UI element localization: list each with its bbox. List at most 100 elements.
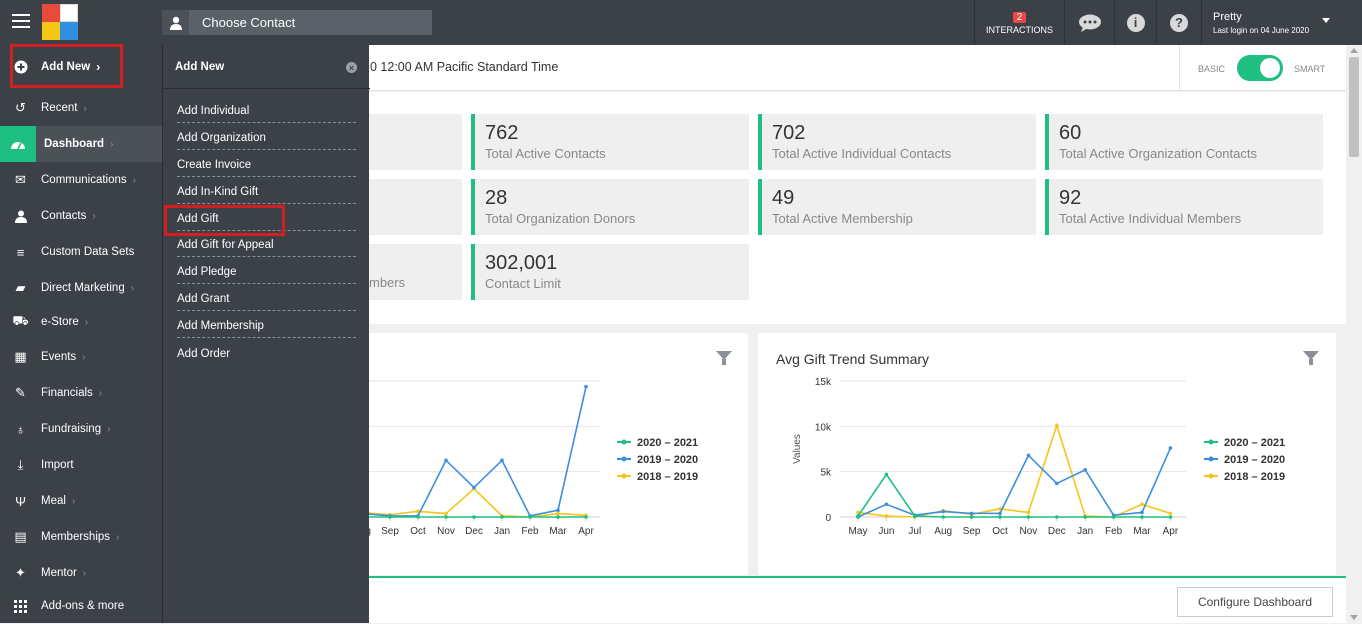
flyout-item-add-organization[interactable]: Add Organization xyxy=(177,124,356,150)
configure-dashboard-button[interactable]: Configure Dashboard xyxy=(1177,587,1333,617)
sidebar-item-add-ons[interactable]: Add-ons & more xyxy=(0,588,162,624)
caret-down-icon[interactable] xyxy=(1322,18,1330,23)
help-button[interactable]: ? xyxy=(1156,0,1201,45)
filter-icon[interactable] xyxy=(716,351,732,365)
data-point xyxy=(1083,515,1087,519)
x-tick-label: Feb xyxy=(1105,526,1123,537)
flyout-item-add-in-kind-gift[interactable]: Add In-Kind Gift xyxy=(177,178,356,204)
y-tick-label: 5k xyxy=(820,468,832,479)
user-info[interactable]: Pretty Last login on 04 June 2020 xyxy=(1213,11,1309,35)
chat-button[interactable] xyxy=(1064,0,1114,45)
data-point xyxy=(998,511,1002,516)
sidebar-item-add-new[interactable]: Add New › xyxy=(0,49,162,85)
sidebar-item-recent[interactable]: ↺ Recent › xyxy=(0,90,162,126)
data-point xyxy=(1111,515,1116,519)
sidebar-item-direct-marketing[interactable]: ▰ Direct Marketing › xyxy=(0,270,162,306)
sidebar-item-mentor[interactable]: ✦ Mentor › xyxy=(0,555,162,591)
smart-label: SMART xyxy=(1294,64,1326,74)
info-button[interactable]: i xyxy=(1114,0,1156,45)
legend-label: 2020 – 2021 xyxy=(637,437,698,449)
filter-icon[interactable] xyxy=(1303,351,1319,365)
flyout-item-add-pledge[interactable]: Add Pledge xyxy=(177,258,356,284)
legend-label: 2020 – 2021 xyxy=(1224,437,1285,449)
sidebar-item-label: Memberships xyxy=(41,531,111,543)
flyout-item-create-invoice[interactable]: Create Invoice xyxy=(177,151,356,177)
chevron-right-icon: › xyxy=(132,174,136,186)
choose-contact-label: Choose Contact xyxy=(202,15,296,30)
scroll-thumb[interactable] xyxy=(1349,57,1359,157)
data-point xyxy=(444,458,448,463)
x-tick-label: Dec xyxy=(1048,526,1066,537)
stat-label: Total Active Organization Contacts xyxy=(1059,146,1257,161)
x-tick-label: Aug xyxy=(369,526,371,537)
data-point xyxy=(584,384,588,389)
close-icon[interactable]: × xyxy=(346,62,357,73)
flyout-item-add-individual[interactable]: Add Individual xyxy=(177,97,356,123)
basic-label: BASIC xyxy=(1198,64,1226,74)
x-tick-label: Jul xyxy=(908,526,921,537)
stat-label: Total Active Membership xyxy=(772,211,913,226)
data-point xyxy=(941,509,945,514)
chevron-right-icon: › xyxy=(84,316,89,328)
hamburger-menu-icon[interactable] xyxy=(12,14,30,28)
avg-gift-trend-chart: May Jun Jul Aug Sep Oct Nov Dec Jan Feb Mar Apr 0 5k 1… xyxy=(792,377,1285,537)
vertical-scrollbar[interactable] xyxy=(1346,45,1362,623)
sidebar-item-custom-data-sets[interactable]: ≡ Custom Data Sets xyxy=(0,234,162,270)
legend-marker xyxy=(1208,473,1214,479)
chat-icon xyxy=(1078,14,1101,32)
sidebar-item-contacts[interactable]: Contacts › xyxy=(0,198,162,234)
data-point xyxy=(416,509,420,514)
flyout-item-add-membership[interactable]: Add Membership xyxy=(177,312,356,338)
sidebar-item-memberships[interactable]: ▤ Memberships › xyxy=(0,519,162,555)
x-tick-label: Dec xyxy=(465,526,483,537)
add-new-flyout: Add New × Add Individual Add Organizatio… xyxy=(162,45,370,623)
data-point xyxy=(1140,502,1144,507)
money-bag-icon: ♁ xyxy=(15,421,26,437)
envelope-icon: ✉ xyxy=(15,172,26,187)
history-icon: ↺ xyxy=(15,100,26,115)
scroll-down-icon[interactable] xyxy=(1350,615,1358,620)
stat-value: 28 xyxy=(485,187,508,209)
interactions-button[interactable]: 2 INTERACTIONS xyxy=(974,0,1064,45)
legend-marker xyxy=(1208,439,1214,445)
y-tick-label: 0 xyxy=(825,513,831,524)
user-menu[interactable] xyxy=(1201,0,1346,45)
user-icon xyxy=(0,210,41,223)
sidebar-item-communications[interactable]: ✉ Communications › xyxy=(0,162,162,198)
sidebar-item-label: Contacts xyxy=(41,210,87,222)
basic-smart-toggle[interactable] xyxy=(1237,55,1283,81)
data-point xyxy=(528,515,532,519)
data-point xyxy=(969,511,974,516)
sidebar-item-label: Dashboard xyxy=(44,138,105,150)
chevron-right-icon: › xyxy=(130,282,135,294)
flyout-item-add-order[interactable]: Add Order xyxy=(177,348,231,360)
flyout-item-add-grant[interactable]: Add Grant xyxy=(177,285,356,311)
app-logo[interactable] xyxy=(42,4,78,40)
import-icon: ⤓ xyxy=(17,457,24,472)
sidebar-item-label: Import xyxy=(41,459,74,471)
scroll-up-icon[interactable] xyxy=(1350,48,1358,53)
grid-icon xyxy=(0,599,41,613)
legend-label: 2019 – 2020 xyxy=(637,454,698,466)
sidebar-item-events[interactable]: ▦ Events › xyxy=(0,339,162,375)
sidebar-item-import[interactable]: ⤓ Import xyxy=(0,447,162,483)
sidebar-item-dashboard[interactable]: Dashboard › xyxy=(0,126,162,162)
x-tick-label: Jan xyxy=(494,526,510,537)
data-point xyxy=(1140,510,1144,515)
data-point xyxy=(472,485,476,490)
sidebar-item-label: e-Store xyxy=(41,316,79,328)
series-line xyxy=(857,472,1171,518)
chart-title: Avg Gift Trend Summary xyxy=(776,351,930,367)
flyout-item-add-gift-for-appeal[interactable]: Add Gift for Appeal xyxy=(177,231,356,257)
flyout-item-add-gift[interactable]: Add Gift xyxy=(177,205,356,231)
choose-contact-field[interactable]: Choose Contact xyxy=(162,10,432,35)
x-tick-label: Aug xyxy=(934,526,952,537)
data-point xyxy=(1168,446,1173,450)
sidebar-item-e-store[interactable]: ⛟ e-Store › xyxy=(0,304,162,340)
sidebar-item-financials[interactable]: ✎ Financials › xyxy=(0,375,162,411)
last-login: Last login on 04 June 2020 xyxy=(1213,26,1310,35)
sidebar-item-fundraising[interactable]: ♁ Fundraising › xyxy=(0,411,162,447)
sidebar-item-meal[interactable]: Ψ Meal › xyxy=(0,483,162,519)
x-tick-label: Jun xyxy=(878,526,894,537)
chevron-right-icon: › xyxy=(116,531,120,543)
